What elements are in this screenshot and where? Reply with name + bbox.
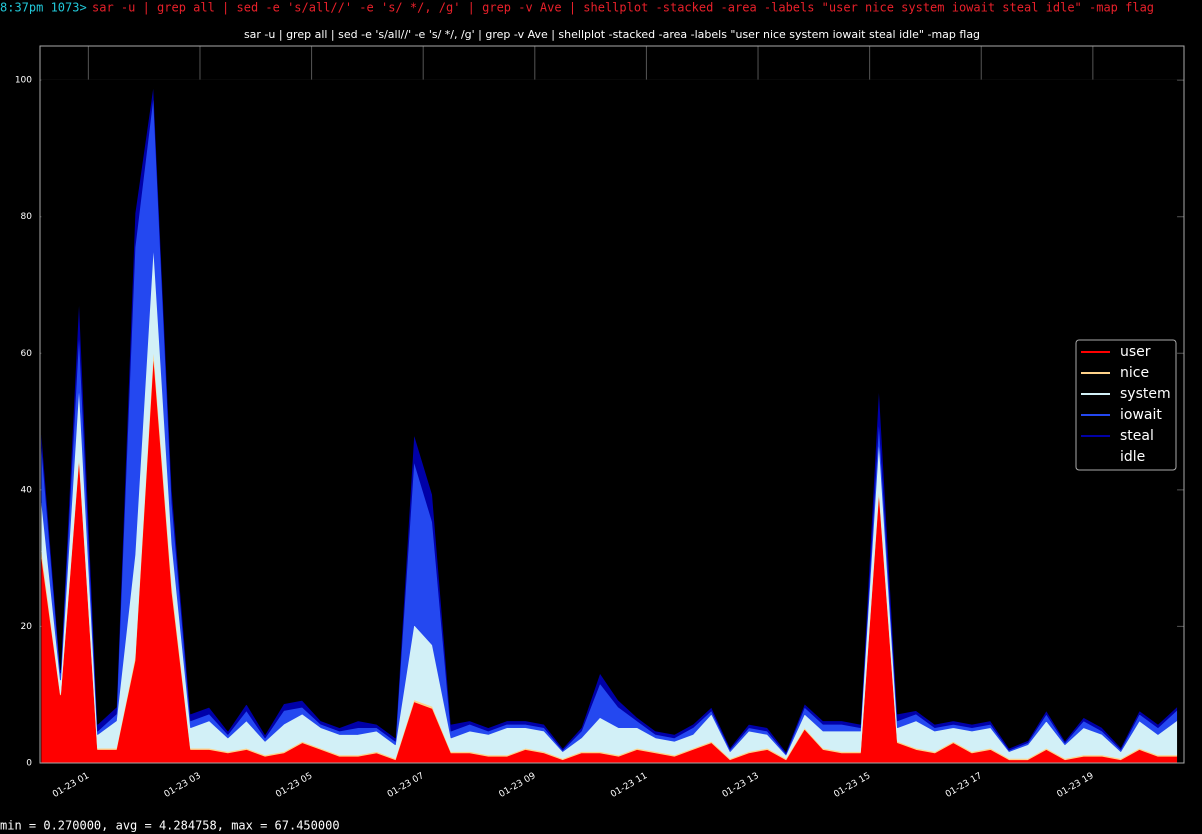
prompt: 8:37pm 1073> [0,1,87,15]
legend-label: iowait [1120,407,1162,423]
legend-label: idle [1120,449,1145,465]
plot-areas [41,79,1178,764]
legend-label: nice [1120,365,1149,381]
command: sar -u | grep all | sed -e 's/all//' -e … [92,1,1154,15]
y-tick-label: 40 [21,485,33,495]
legend-label: system [1120,386,1171,402]
legend: user nice system iowait steal idle [1075,339,1177,471]
y-tick-label: 20 [21,622,33,632]
y-tick-label: 80 [21,212,33,222]
status-line: min = 0.270000, avg = 4.284758, max = 67… [0,819,340,833]
chart-title: sar -u | grep all | sed -e 's/all//' -e … [244,28,980,41]
legend-label: steal [1120,428,1154,444]
legend-label: user [1120,344,1151,360]
y-tick-label: 60 [21,349,33,359]
y-tick-label: 100 [15,76,32,86]
area [41,79,1178,752]
plot-frame [39,45,1185,764]
y-tick-label: 0 [26,759,32,769]
